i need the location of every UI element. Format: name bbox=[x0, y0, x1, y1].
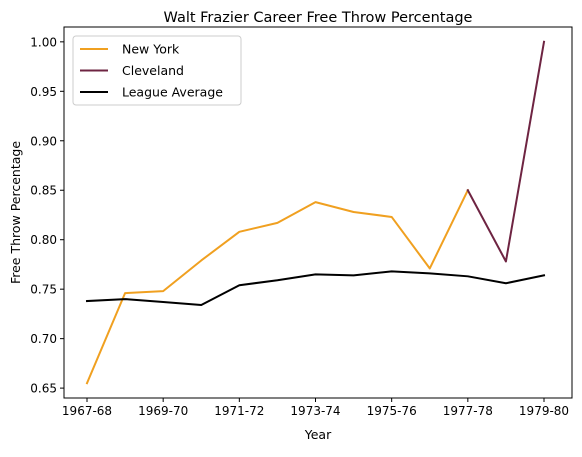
series-line-league-average bbox=[85, 270, 546, 306]
legend-label: New York bbox=[122, 42, 180, 57]
series-line-new-york bbox=[85, 188, 470, 385]
x-tick-label: 1975-76 bbox=[367, 404, 417, 418]
plot-frame bbox=[63, 26, 573, 399]
x-tick-label: 1979-80 bbox=[519, 404, 569, 418]
x-axis: 1967-68 1969-70 1971-72 1973-74 1975-76 1977-… bbox=[62, 398, 569, 418]
y-tick-label: 0.65 bbox=[30, 382, 57, 396]
y-tick-label: 0.90 bbox=[30, 134, 57, 148]
x-axis-label: Year bbox=[304, 427, 332, 442]
x-tick-label: 1967-68 bbox=[62, 404, 112, 418]
series-line-cleveland bbox=[466, 40, 546, 263]
y-axis-label: Free Throw Percentage bbox=[8, 141, 23, 284]
x-tick-label: 1973-74 bbox=[290, 404, 340, 418]
chart-title: Walt Frazier Career Free Throw Percentag… bbox=[164, 10, 473, 26]
legend-box bbox=[72, 35, 242, 106]
y-tick-label: 1.00 bbox=[30, 35, 57, 49]
legend-label: League Average bbox=[122, 85, 223, 100]
x-tick-label: 1971-72 bbox=[214, 404, 264, 418]
x-tick-label: 1969-70 bbox=[138, 404, 188, 418]
y-tick-label: 0.95 bbox=[30, 85, 57, 99]
legend-label: Cleveland bbox=[122, 63, 184, 78]
y-tick-label: 0.80 bbox=[30, 233, 57, 247]
y-tick-label: 0.70 bbox=[30, 332, 57, 346]
y-tick-label: 0.75 bbox=[30, 283, 57, 297]
legend: New York Cleveland League Average bbox=[72, 35, 242, 106]
y-tick-label: 0.85 bbox=[30, 184, 57, 198]
series-layer bbox=[85, 40, 546, 385]
y-axis: 0.65 0.70 0.75 0.80 0.85 0.90 0.95 1.00 bbox=[30, 35, 64, 396]
x-tick-label: 1977-78 bbox=[443, 404, 493, 418]
